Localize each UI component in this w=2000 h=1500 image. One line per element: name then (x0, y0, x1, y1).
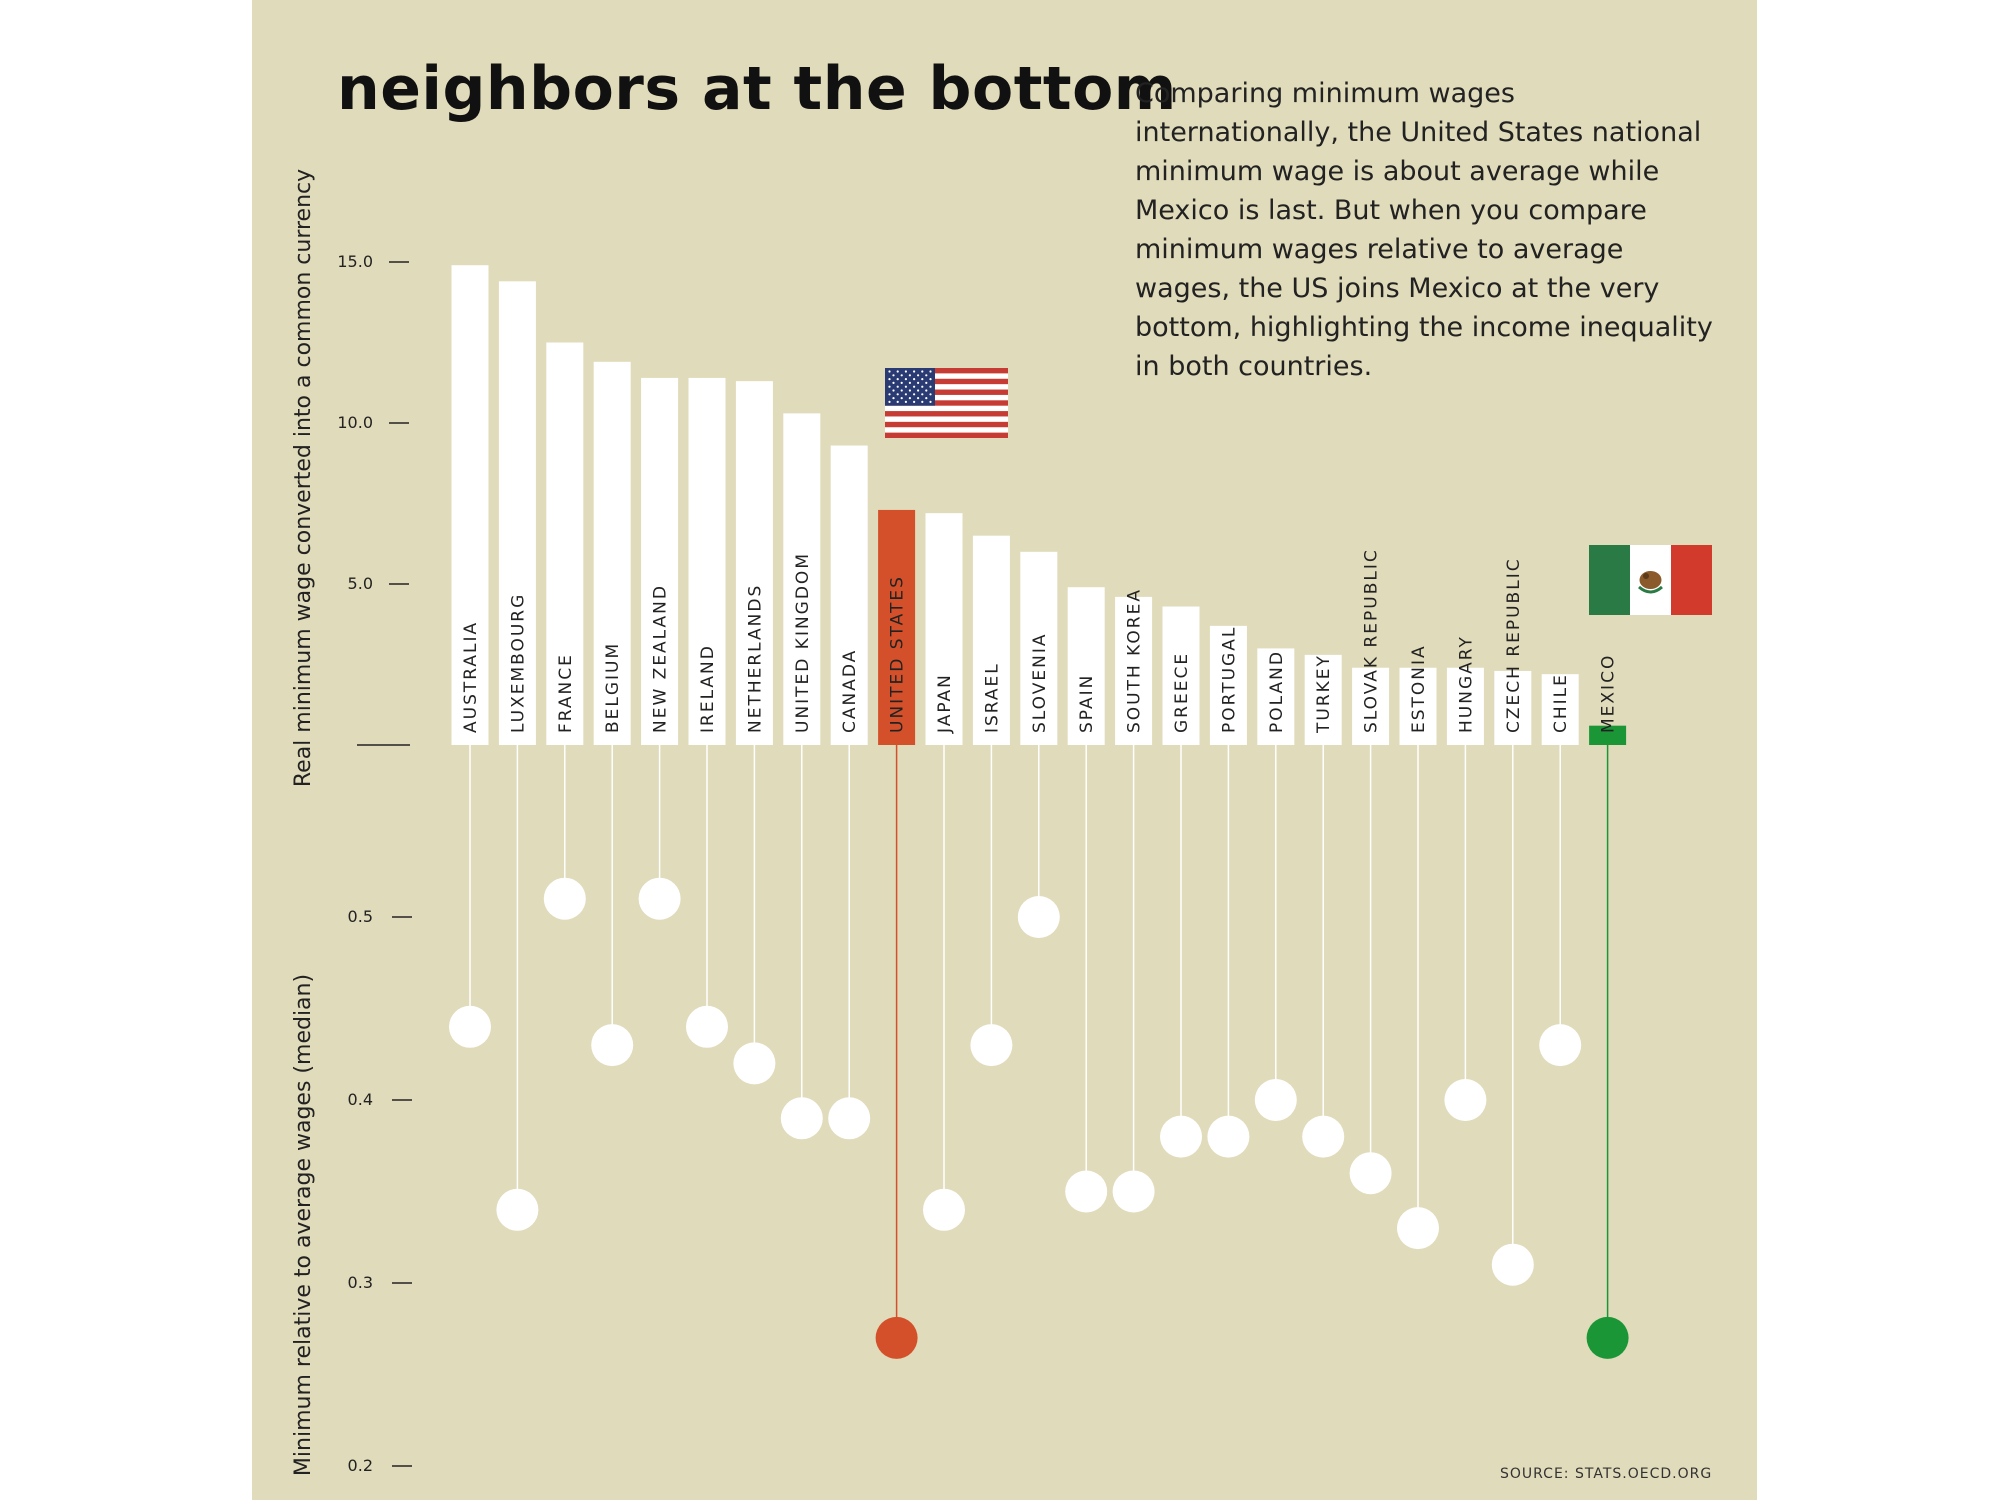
bar-united-kingdom (783, 413, 821, 745)
dot-france (543, 877, 586, 920)
bar-label-mexico: MEXICO (1599, 654, 1619, 733)
top-axis-title: Real minimum wage converted into a commo… (291, 169, 316, 787)
bottom-axis-tick-label: 0.2 (348, 1456, 373, 1475)
dot-united-kingdom (780, 1097, 823, 1140)
dot-south-korea (1112, 1170, 1155, 1213)
dot-chile (1539, 1024, 1582, 1067)
bottom-axis-tick-label: 0.3 (348, 1273, 373, 1292)
dot-poland (1254, 1079, 1297, 1121)
bar-label-israel: ISRAEL (982, 662, 1002, 733)
dots (449, 877, 1629, 1359)
bar-hungary (1446, 667, 1484, 745)
axes: 5.0 10.0 15.0 Real minimum wage converted i… (291, 169, 412, 1476)
top-axis-tick-label: 15.0 (337, 252, 373, 271)
bottom-axis-tick-label: 0.4 (348, 1090, 373, 1109)
dot-czech-republic (1491, 1243, 1534, 1286)
bar-new-zealand (641, 377, 679, 745)
dot-belgium (591, 1024, 634, 1067)
bar-france (546, 342, 584, 745)
bar-label-slovenia: SLOVENIA (1030, 633, 1050, 733)
bar-label-luxembourg: LUXEMBOURG (508, 593, 528, 733)
bar-label-belgium: BELGIUM (603, 642, 623, 733)
bar-united-states (878, 509, 916, 745)
bar-greece (1162, 606, 1200, 745)
bar-israel (972, 535, 1010, 745)
bar-slovak-republic (1352, 667, 1390, 745)
dot-ireland (686, 1005, 728, 1048)
bar-label-united-states: UNITED STATES (888, 575, 908, 733)
bar-poland (1257, 648, 1295, 745)
bar-estonia (1399, 667, 1437, 745)
bar-label-chile: CHILE (1551, 673, 1571, 733)
bar-luxembourg (498, 281, 536, 745)
bar-label-united-kingdom: UNITED KINGDOM (793, 552, 813, 733)
top-axis-tick-label: 10.0 (337, 413, 373, 432)
bar-label-estonia: ESTONIA (1409, 644, 1429, 733)
bottom-axis-tick-label: 0.5 (348, 907, 373, 926)
bar-ireland (688, 377, 726, 745)
dot-portugal (1207, 1115, 1250, 1158)
dot-slovenia (1017, 896, 1060, 938)
description-text: Comparing minimum wages internationally,… (1135, 78, 1713, 382)
bar-south-korea (1115, 596, 1153, 745)
bar-label-slovak-republic: SLOVAK REPUBLIC (1362, 548, 1382, 733)
source-note: SOURCE: STATS.OECD.ORG (1500, 1466, 1713, 1482)
bar-label-south-korea: SOUTH KOREA (1125, 588, 1145, 733)
dot-israel (970, 1024, 1013, 1067)
bar-japan (925, 513, 963, 745)
bar-turkey (1304, 654, 1342, 745)
page-title: neighbors at the bottom (337, 54, 1177, 124)
bar-slovenia (1020, 551, 1058, 745)
mexico-flag-icon (1589, 545, 1712, 615)
bar-label-poland: POLAND (1267, 650, 1287, 733)
bar-label-japan: JAPAN (935, 673, 955, 734)
bottom-axis-title: Minimum relative to average wages (media… (291, 974, 316, 1476)
bar-czech-republic (1494, 670, 1532, 745)
dot-turkey (1302, 1115, 1345, 1158)
bar-label-france: FRANCE (556, 653, 576, 733)
us-flag-icon (885, 368, 1008, 438)
bar-chile (1541, 674, 1579, 745)
bar-label-canada: CANADA (840, 649, 860, 733)
dot-new-zealand (638, 877, 681, 920)
dot-australia (449, 1005, 491, 1048)
dot-estonia (1397, 1207, 1439, 1250)
bars: AUSTRALIA LUXEMBOURG FRANCE BELGIUM NEW ZEAL… (451, 265, 1627, 745)
bar-label-hungary: HUNGARY (1456, 635, 1476, 733)
dot-spain (1065, 1170, 1108, 1213)
dot-mexico (1586, 1316, 1629, 1359)
dot-luxembourg (496, 1188, 539, 1231)
bar-label-australia: AUSTRALIA (461, 621, 481, 733)
bar-canada (830, 445, 868, 745)
bar-portugal (1209, 625, 1247, 745)
bar-label-czech-republic: CZECH REPUBLIC (1504, 557, 1524, 733)
bar-label-portugal: PORTUGAL (1219, 626, 1239, 733)
dot-japan (923, 1188, 965, 1231)
bar-belgium (593, 361, 631, 745)
dot-slovak-republic (1349, 1152, 1392, 1195)
bar-mexico (1589, 725, 1627, 745)
dot-canada (828, 1097, 871, 1140)
bar-label-turkey: TURKEY (1314, 654, 1334, 734)
bar-label-spain: SPAIN (1077, 674, 1097, 733)
dot-greece (1160, 1115, 1202, 1158)
dot-hungary (1444, 1079, 1487, 1121)
bar-label-ireland: IRELAND (698, 644, 718, 733)
bar-label-greece: GREECE (1172, 652, 1192, 733)
stems (469, 745, 1609, 1338)
dot-united-states (875, 1316, 918, 1359)
top-axis-tick-label: 5.0 (348, 574, 373, 593)
dot-netherlands (733, 1042, 776, 1085)
bar-label-new-zealand: NEW ZEALAND (651, 584, 671, 733)
bar-netherlands (735, 381, 773, 745)
bar-spain (1067, 587, 1105, 745)
bar-label-netherlands: NETHERLANDS (745, 584, 765, 733)
bar-australia (451, 265, 489, 745)
